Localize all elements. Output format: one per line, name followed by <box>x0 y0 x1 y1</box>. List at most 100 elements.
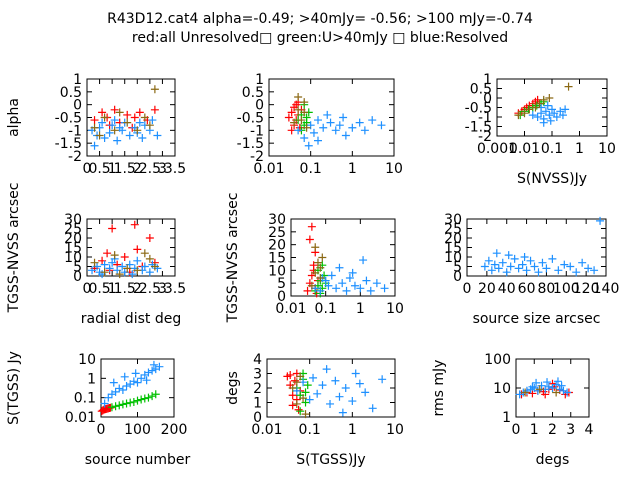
data-point-red <box>110 105 119 114</box>
data-point-olive <box>100 268 109 277</box>
y-tick-label: -1.5 <box>465 120 492 136</box>
data-point-blue <box>578 258 587 267</box>
data-point-blue <box>558 111 567 120</box>
data-point-blue <box>543 378 552 387</box>
data-point-blue <box>584 264 593 273</box>
data-point-blue <box>294 126 303 135</box>
data-point-blue <box>331 126 340 135</box>
y-tick-label: 10 <box>268 263 286 279</box>
y-tick-label: 25 <box>444 222 462 238</box>
x-tick-label: 0.1 <box>315 301 337 317</box>
data-point-blue <box>520 253 529 261</box>
y-axis-label: S(TGSS) Jy <box>6 351 22 425</box>
data-point-blue <box>566 262 575 271</box>
data-point-blue <box>108 121 117 130</box>
data-point-olive <box>145 121 154 130</box>
data-point-red <box>305 235 314 244</box>
figure-title: R43D12.cat4 alpha=-0.49; >40mJy= -0.56; … <box>107 11 533 27</box>
data-point-blue <box>543 101 552 110</box>
data-point-blue <box>133 256 142 265</box>
data-point-blue <box>100 260 109 269</box>
data-point-olive <box>123 264 132 273</box>
data-point-blue <box>534 268 543 277</box>
data-point-olive <box>100 113 109 122</box>
data-point-blue <box>110 116 119 125</box>
x-tick-label: 10 <box>386 422 404 438</box>
data-point-red <box>123 110 132 119</box>
data-point-green <box>296 407 305 416</box>
data-point-olive <box>552 388 561 397</box>
panel-p2: 0.01 0.1 1 10-2-1.5-1-0.500.51 <box>237 72 403 177</box>
data-point-blue <box>372 279 381 288</box>
data-point-blue <box>537 381 546 390</box>
data-point-green <box>122 399 131 408</box>
data-point-green <box>301 388 310 397</box>
x-tick-label: 0.1 <box>541 141 563 157</box>
x-tick-label: 3.5 <box>164 161 186 177</box>
x-tick-label: 1.5 <box>114 161 136 177</box>
x-tick-label: 2 <box>133 281 142 297</box>
data-point-red <box>292 100 301 109</box>
data-point-green <box>129 397 138 406</box>
data-point-blue <box>115 123 124 132</box>
data-point-olive <box>520 109 529 118</box>
data-point-blue <box>368 404 377 413</box>
x-tick-label: 10 <box>598 141 616 157</box>
y-tick-label: 25 <box>64 222 82 238</box>
data-point-red <box>284 113 293 122</box>
data-point-red <box>150 105 159 114</box>
data-point-blue <box>563 388 572 397</box>
y-tick-label: 0.5 <box>470 82 492 98</box>
x-tick-label: 0 <box>83 161 92 177</box>
data-point-blue <box>360 126 369 135</box>
data-point-red <box>290 376 299 385</box>
x-tick-label: 1 <box>356 301 365 317</box>
data-point-olive <box>292 399 301 408</box>
x-tick-label: 10 <box>385 161 403 177</box>
data-point-blue <box>557 381 566 390</box>
data-point-blue <box>338 279 347 288</box>
data-point-olive <box>133 126 142 135</box>
x-tick-label: 0.01 <box>275 301 306 317</box>
y-tick-label: 0.01 <box>65 410 96 426</box>
data-point-blue <box>546 116 555 125</box>
y-tick-label: -1.5 <box>55 136 82 152</box>
data-point-blue <box>292 386 301 395</box>
x-tick-label: 60 <box>518 281 536 297</box>
data-point-blue <box>111 387 120 396</box>
data-point-olive <box>300 108 309 117</box>
y-tick-label: 1 <box>253 396 262 412</box>
data-point-blue <box>548 254 557 263</box>
data-point-blue <box>327 271 336 280</box>
y-tick-label: 0.5 <box>242 85 264 101</box>
y-axis-label: alpha <box>6 98 22 137</box>
data-point-blue <box>148 116 157 125</box>
data-point-blue <box>368 116 377 125</box>
data-point-blue <box>135 118 144 127</box>
y-tick-label: 0 <box>253 410 262 426</box>
data-point-blue <box>362 276 371 285</box>
x-tick-label: 0.01 <box>509 141 540 157</box>
data-point-blue <box>331 376 340 385</box>
data-point-blue <box>541 107 550 116</box>
data-point-olive <box>292 378 301 387</box>
x-tick-label: 1 <box>575 141 584 157</box>
data-point-green <box>111 402 120 411</box>
data-point-blue <box>323 110 332 119</box>
x-tick-label: 40 <box>498 281 516 297</box>
y-tick-label: 1 <box>483 72 492 88</box>
y-tick-label: 0 <box>255 98 264 114</box>
data-point-blue <box>133 378 142 387</box>
data-point-red <box>307 222 316 231</box>
data-point-blue <box>145 268 154 277</box>
y-tick-label: 10 <box>444 250 462 266</box>
y-tick-label: 0 <box>277 289 286 305</box>
data-point-olive <box>110 251 119 260</box>
data-point-olive <box>95 131 104 140</box>
data-point-blue <box>300 134 309 143</box>
x-tick-label: 3 <box>158 281 167 297</box>
data-point-olive <box>140 113 149 122</box>
y-tick-label: 25 <box>268 225 286 241</box>
data-point-green <box>140 394 149 403</box>
